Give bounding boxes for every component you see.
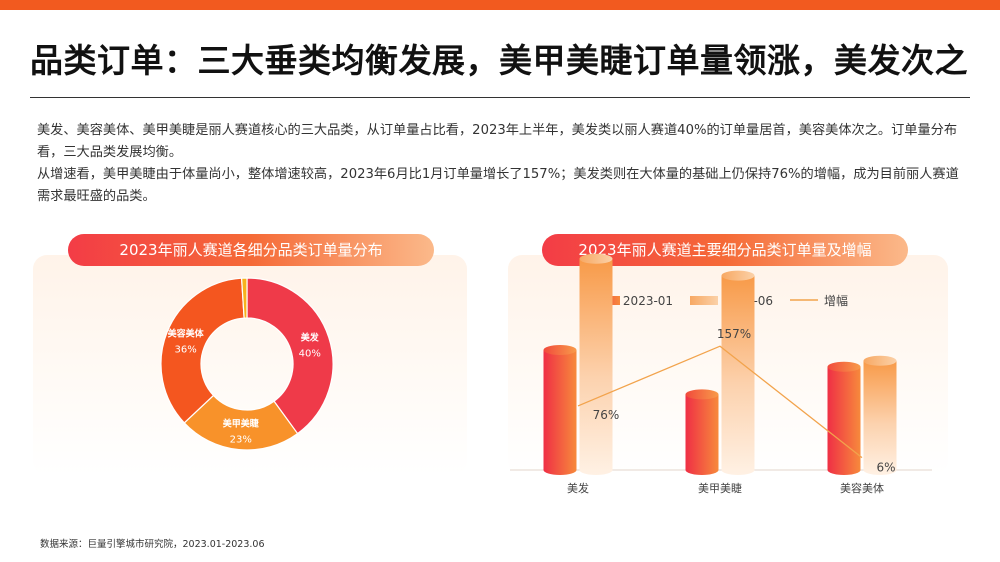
bar-2023-01-body [827, 366, 861, 475]
bar-2023-01-body [543, 350, 577, 475]
bar-2023-06-top [863, 355, 897, 366]
growth-line [577, 345, 863, 459]
title-divider [30, 97, 970, 98]
donut-chart-title: 2023年丽人赛道各细分品类订单量分布 [68, 234, 434, 266]
bar-2023-06-body [579, 258, 613, 475]
donut-slice [183, 394, 299, 451]
bar-2023-06-top [579, 253, 613, 264]
bar-2023-01-top [543, 345, 577, 355]
donut-slice [246, 277, 334, 435]
bar-2023-06 [721, 270, 755, 475]
bar-2023-06-body [863, 360, 897, 475]
legend-label-2023-01: 2023-01 [623, 294, 673, 308]
bar-2023-06-top [721, 270, 755, 281]
donut-slice [160, 277, 245, 424]
bar-2023-01-top [827, 361, 861, 372]
donut-slice-value: 23% [230, 435, 252, 446]
bar-2023-01-body [685, 394, 719, 475]
x-tick-label: 美甲美睫 [698, 482, 742, 495]
bar-2023-01-top [685, 389, 719, 400]
donut-slice-label: 美发 [301, 332, 320, 344]
growth-data-label: 157% [717, 327, 751, 341]
legend-label-growth: 增幅 [824, 293, 848, 308]
bar-2023-01 [543, 345, 577, 475]
bar-2023-01 [685, 389, 719, 475]
top-accent-bar [0, 0, 1000, 10]
donut-slice [240, 277, 248, 319]
donut-chart: 美发 40% 美甲美睫 23% 美容美体 36% [160, 277, 334, 451]
x-tick-label: 美发 [567, 481, 589, 495]
page-title: 品类订单：三大垂类均衡发展，美甲美睫订单量领涨，美发次之 [30, 41, 968, 80]
growth-paragraph: 从增速看，美甲美睫由于体量尚小，整体增速较高，2023年6月比1月订单量增长了1… [37, 167, 959, 204]
source-note: 数据来源：巨量引擎城市研究院，2023.01-2023.06 [40, 539, 265, 550]
donut-slice-label: 美容美体 [168, 328, 205, 340]
bar-2023-01 [827, 361, 861, 475]
chart-legend: 2023-012023-06增幅 [592, 293, 848, 308]
intro-paragraph: 美发、美容美体、美甲美睫是丽人赛道核心的三大品类，从订单量占比看，2023年上半… [37, 123, 958, 160]
donut-slice-value: 40% [299, 349, 321, 360]
x-tick-label: 美容美体 [840, 481, 884, 495]
bar-chart: 2023-012023-06增幅美发 美甲美睫 美容美体 76% 157% 6% [510, 253, 932, 495]
growth-data-label: 6% [876, 461, 895, 475]
growth-data-label: 76% [593, 408, 620, 422]
bar-2023-06 [863, 355, 897, 475]
legend-swatch-2023-06 [690, 296, 718, 305]
donut-slice-value: 36% [175, 345, 197, 356]
donut-slice-label: 美甲美睫 [223, 418, 259, 430]
bar-2023-06 [579, 253, 613, 475]
bar-2023-06-body [721, 275, 755, 475]
